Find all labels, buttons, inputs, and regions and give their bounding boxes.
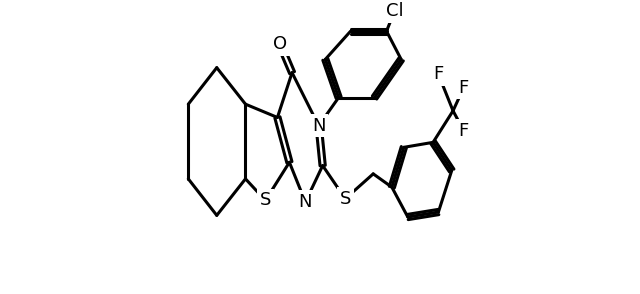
Text: S: S [260, 191, 271, 209]
Text: O: O [273, 36, 287, 54]
Text: F: F [459, 78, 469, 97]
Text: N: N [312, 117, 325, 135]
Text: Cl: Cl [386, 2, 403, 20]
Text: S: S [340, 190, 351, 208]
Text: N: N [299, 193, 312, 211]
Text: F: F [459, 122, 469, 140]
Text: F: F [433, 65, 444, 83]
